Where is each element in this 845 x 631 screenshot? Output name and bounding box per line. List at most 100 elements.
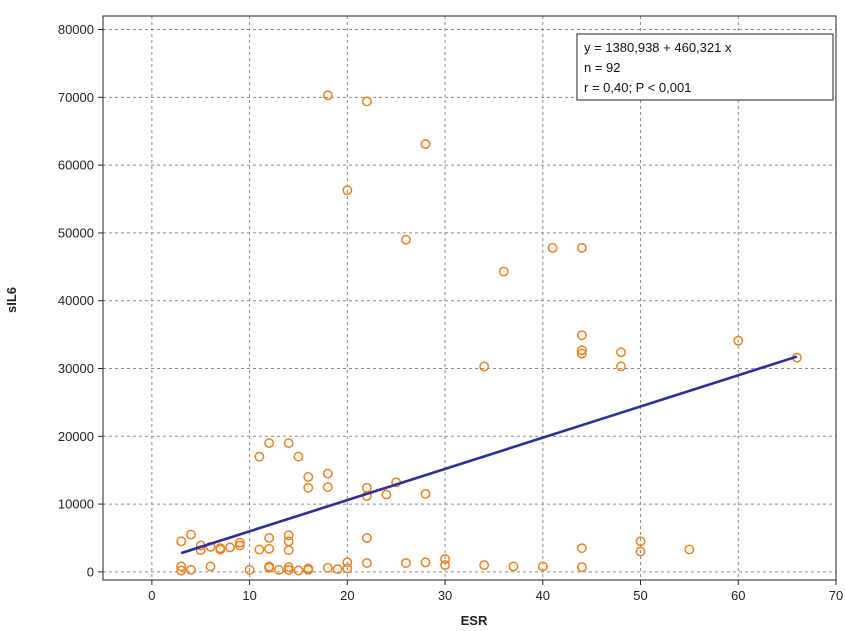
data-point: [234, 537, 245, 548]
grid: [103, 16, 837, 580]
data-point: [381, 489, 392, 500]
data-points: [176, 90, 802, 576]
x-tick-label: 20: [340, 588, 354, 603]
y-axis-ticks: 0 10000 20000 30000 40000 50000 60000 70000 8000…: [58, 22, 103, 579]
data-point: [186, 564, 196, 575]
data-point: [361, 558, 372, 569]
data-point: [479, 361, 490, 372]
data-point: [322, 90, 333, 101]
data-point: [498, 266, 509, 277]
data-point: [401, 558, 411, 569]
data-point: [576, 345, 587, 356]
y-tick-label: 20000: [58, 429, 94, 444]
data-point: [176, 536, 187, 547]
data-point: [420, 557, 431, 568]
legend: y = 1380,938 + 460,321 x n = 92 r = 0,40…: [576, 33, 834, 101]
x-tick-label: 50: [633, 588, 647, 603]
data-point: [254, 544, 265, 555]
data-point: [303, 472, 314, 482]
regression-line: [180, 355, 798, 555]
x-tick-label: 60: [731, 588, 745, 603]
data-point: [293, 451, 304, 462]
data-point: [322, 562, 333, 573]
data-point: [440, 554, 451, 564]
data-point: [264, 438, 275, 449]
data-point: [322, 468, 333, 479]
data-point: [264, 543, 275, 554]
data-point: [215, 544, 226, 555]
data-point: [273, 564, 284, 575]
data-point: [420, 139, 431, 150]
data-point: [205, 561, 216, 572]
x-tick-label: 70: [829, 588, 843, 603]
y-tick-label: 30000: [58, 361, 94, 376]
data-point: [176, 561, 187, 572]
data-point: [303, 564, 314, 575]
data-point: [576, 562, 587, 573]
axes: [102, 15, 837, 581]
data-point: [635, 546, 646, 557]
data-point: [547, 242, 558, 253]
data-point: [264, 562, 275, 573]
y-tick-label: 50000: [58, 225, 94, 240]
y-tick-label: 70000: [58, 90, 94, 105]
data-point: [303, 482, 314, 493]
y-tick-label: 60000: [58, 158, 94, 173]
data-point: [225, 542, 236, 553]
data-point: [635, 536, 646, 547]
data-point: [332, 564, 343, 575]
x-tick-label: 10: [242, 588, 256, 603]
data-point: [283, 562, 294, 573]
data-point: [283, 545, 294, 556]
data-point: [283, 438, 294, 449]
data-point: [576, 242, 587, 253]
data-point: [537, 561, 548, 572]
regression-line-group: [180, 355, 798, 555]
data-point: [234, 540, 245, 551]
data-point: [342, 563, 353, 574]
x-tick-label: 40: [536, 588, 550, 603]
plot-frame: [102, 15, 837, 581]
x-tick-label: 0: [148, 588, 155, 603]
data-point: [244, 564, 255, 575]
data-point: [576, 348, 587, 359]
data-point: [283, 530, 294, 541]
data-point: [264, 533, 275, 543]
data-point: [342, 557, 353, 568]
data-point: [479, 560, 490, 571]
y-tick-label: 0: [87, 564, 94, 579]
data-point: [576, 543, 587, 554]
data-point: [176, 565, 187, 576]
data-point: [186, 529, 196, 540]
legend-equation: y = 1380,938 + 460,321 x: [584, 40, 732, 55]
data-point: [361, 96, 372, 107]
data-point: [733, 335, 744, 346]
data-point: [283, 536, 294, 547]
legend-frame: [576, 33, 834, 101]
legend-correlation: r = 0,40; P < 0,001: [584, 80, 691, 95]
x-axis-label: ESR: [461, 613, 488, 628]
y-tick-label: 40000: [58, 293, 94, 308]
data-point: [401, 234, 411, 245]
data-point: [342, 185, 353, 196]
data-point: [576, 330, 587, 341]
data-point: [322, 482, 333, 493]
legend-n: n = 92: [584, 60, 621, 75]
data-point: [254, 451, 265, 462]
y-axis-label: sIL6: [4, 287, 19, 313]
data-point: [440, 560, 451, 571]
x-axis-ticks: 0 10 20 30 40 50 60 70: [148, 580, 843, 603]
data-point: [361, 533, 372, 543]
data-point: [420, 488, 431, 499]
x-tick-label: 30: [438, 588, 452, 603]
data-point: [684, 544, 695, 555]
data-point: [283, 564, 294, 575]
data-point: [616, 361, 626, 372]
data-point: [508, 561, 519, 572]
y-tick-label: 10000: [58, 497, 94, 512]
data-point: [361, 482, 372, 493]
data-point: [293, 565, 304, 576]
data-point: [616, 347, 626, 358]
y-tick-label: 80000: [58, 22, 94, 37]
